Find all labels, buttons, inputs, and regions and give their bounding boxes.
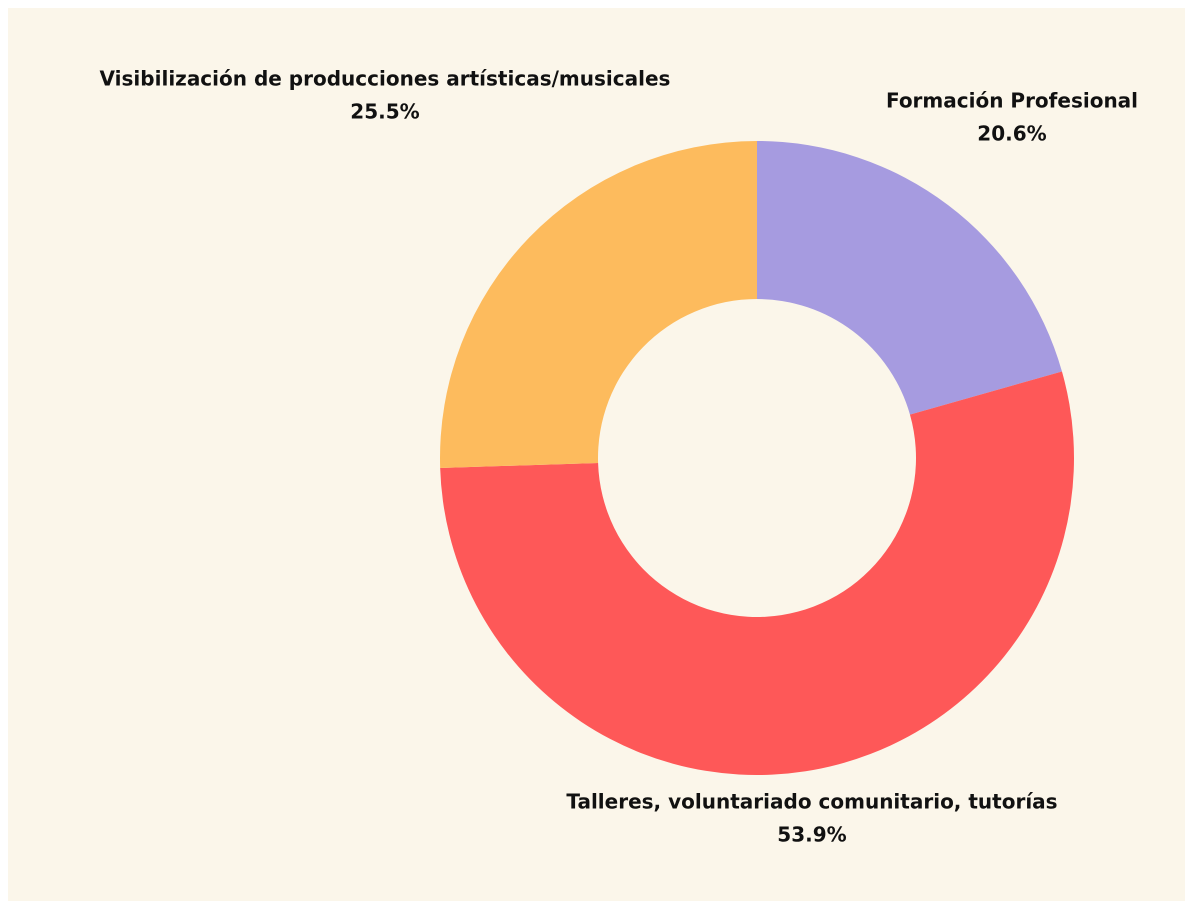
segment-label: Visibilización de producciones artística… (100, 67, 671, 91)
segment-label: Formación Profesional (886, 89, 1138, 113)
value-label: 20.6% (977, 122, 1046, 146)
donut-segment (440, 141, 757, 468)
value-label: 53.9% (777, 823, 846, 847)
donut-segment (757, 141, 1062, 415)
value-label: 25.5% (350, 100, 419, 124)
segment-label: Talleres, voluntariado comunitario, tuto… (566, 790, 1057, 814)
donut-segment (440, 371, 1074, 776)
